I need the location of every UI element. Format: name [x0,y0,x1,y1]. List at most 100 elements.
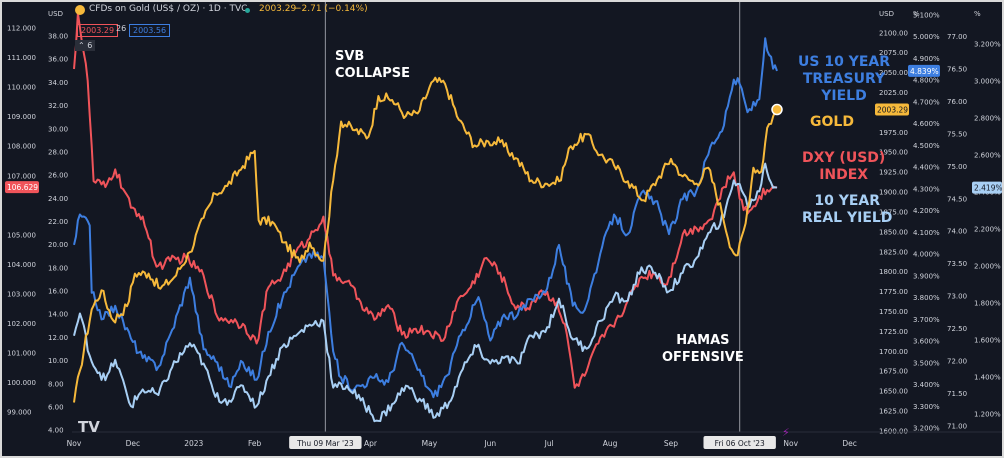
x-tick-label: Thu 09 Mar '23 [296,439,354,448]
axis-tick-us10y: 4.800% [913,77,940,85]
axis-tick-gold: 1750.00 [879,308,908,316]
axis-tick-gold: 1725.00 [879,328,908,336]
tradingview-logo[interactable]: TV [78,418,100,436]
label-us10y: US 10 YEAR TREASURY YIELD [798,54,890,104]
axis-tick-left2: 12.00 [48,334,68,342]
axis-tick-left2: 28.00 [48,148,68,156]
axis-tick-left2: 20.00 [48,241,68,249]
x-tick-label: Sep [664,439,678,448]
price-badge-label-us10y: 4.839% [910,67,939,76]
ask-button[interactable]: 2003.56 [129,24,171,37]
axis-tick-right3: 76.50 [947,65,967,73]
live-status-dot [245,8,250,13]
axis-tick-dxy: 103.000 [7,290,36,298]
last-price: 2003.29 [259,4,297,14]
axis-tick-dxy: 104.000 [7,261,36,269]
axis-tick-left2: 32.00 [48,102,68,110]
axis-tick-gold: 1875.00 [879,208,908,216]
axis-tick-right3: 72.50 [947,325,967,333]
axis-tick-right3: 72.00 [947,358,967,366]
price-change: −2.71 (−0.14%) [294,4,368,14]
axis-tick-gold: 1925.00 [879,169,908,177]
x-tick-label: Jun [483,439,496,448]
axis-tick-us10y: 3.700% [913,316,940,324]
chevron-up-icon: ⌃ [78,41,85,50]
symbol-title[interactable]: CFDs on Gold (US$ / OZ) · 1D · TVC [89,4,248,14]
axis-tick-left2: 34.00 [48,79,68,87]
axis-tick-left2: 16.00 [48,288,68,296]
axis-tick-dxy: 100.000 [7,379,36,387]
axis-tick-right3: 71.00 [947,423,967,431]
axis-tick-left2: 10.00 [48,357,68,365]
label-gold: GOLD [810,114,854,130]
axis-tick-right3: 77.00 [947,33,967,41]
axis-tick-gold: 1825.00 [879,248,908,256]
axis-tick-us10y: 4.700% [913,98,940,106]
label-real-yield: 10 YEAR REAL YIELD [802,193,893,226]
x-tick-label: Nov [783,439,798,448]
axis-tick-dxy: 111.000 [7,54,36,62]
axis-tick-real: 3.000% [974,77,1001,85]
annotation-hamas-offensive: HAMAS OFFENSIVE [662,333,744,365]
axis-tick-us10y: 4.600% [913,120,940,128]
gold-last-point [771,103,783,116]
x-tick-label: Dec [126,439,141,448]
axis-tick-right3: 74.50 [947,195,967,203]
price-badge-dxy [5,181,39,194]
symbol-logo-icon [75,5,85,15]
axis-tick-real: 2.000% [974,262,1001,270]
axis-tick-gold: 1625.00 [879,408,908,416]
axis-tick-gold: 1700.00 [879,348,908,356]
axis-tick-gold: 1975.00 [879,129,908,137]
axis-tick-us10y: 3.200% [913,425,940,433]
collapse-indicators-button[interactable]: ⌃ 6 [75,40,96,51]
axis-tick-real: 1.200% [974,410,1001,418]
axis-tick-left2: 4.00 [48,427,64,435]
bid-button[interactable]: 2003.29 [77,24,119,37]
axis-tick-right3: 76.00 [947,98,967,106]
axis-tick-us10y: 3.400% [913,381,940,389]
x-tick-label: 2023 [184,439,203,448]
axis-tick-us10y: 3.600% [913,338,940,346]
axis-tick-gold: 1900.00 [879,189,908,197]
series-line-2 [73,37,778,399]
x-tick-label: Aug [603,439,618,448]
axis-tick-us10y: 3.800% [913,294,940,302]
series-line-0 [73,76,778,403]
axis-tick-left2: 8.00 [48,380,64,388]
x-tick-label: Fri 06 Oct '23 [715,439,765,448]
axis-tick-real: 2.800% [974,114,1001,122]
axis-tick-right3: 75.00 [947,163,967,171]
axis-tick-right3: 73.50 [947,260,967,268]
axis-tick-left2: 30.00 [48,125,68,133]
axis-tick-gold: 2100.00 [879,29,908,37]
axis-tick-right3: 74.00 [947,228,967,236]
price-badge-real [972,181,1002,194]
series-line-1 [73,12,778,389]
axis-tick-left2: 6.00 [48,403,64,411]
axis-tick-gold: 1775.00 [879,288,908,296]
axis-tick-dxy: 101.000 [7,349,36,357]
price-badge-label-gold: 2003.29 [877,106,908,115]
axis-tick-gold: 2075.00 [879,49,908,57]
axis-tick-gold: 1675.00 [879,368,908,376]
price-badge-label-dxy: 106.629 [7,183,38,192]
x-tick-label: Dec [842,439,857,448]
x-tick-label: May [422,439,438,448]
x-tick-label: Apr [364,439,378,448]
axis-tick-us10y: 3.300% [913,403,940,411]
axis-tick-left2: 18.00 [48,264,68,272]
axis-tick-dxy: 109.000 [7,113,36,121]
price-badge-gold [875,103,909,116]
axis-tick-left2: 14.00 [48,311,68,319]
axis-tick-us10y: 4.200% [913,207,940,215]
axis-tick-gold: 1650.00 [879,388,908,396]
axis-tick-us10y: 4.100% [913,229,940,237]
axis-tick-real: 2.600% [974,151,1001,159]
axis-tick-dxy: 110.000 [7,84,36,92]
axis-tick-us10y: 4.900% [913,55,940,63]
lightning-icon[interactable]: ⚡ [782,426,790,439]
axis-tick-gold: 2050.00 [879,69,908,77]
axis-tick-dxy: 112.000 [7,25,36,33]
